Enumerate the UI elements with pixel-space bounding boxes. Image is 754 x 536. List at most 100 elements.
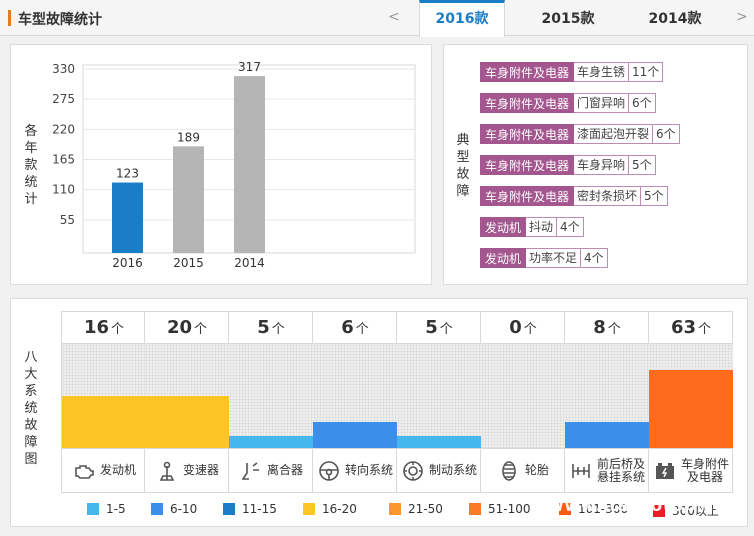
fault-name-tag: 密封条损坏 [574,186,642,206]
system-level-fill [229,436,313,448]
title-accent-bar [8,10,11,26]
legend-item: 6-10 [151,502,197,516]
legend-item: 1-5 [87,502,126,516]
legend-swatch [87,503,99,515]
legend-swatch [469,503,481,515]
system-column[interactable]: 16 个发动机 [61,311,146,493]
legend-label: 300以上 [672,504,719,518]
system-count-unit: 个 [698,322,712,337]
systems-grid: 16 个发动机 20 个变速器 5 个离合器 6 个转向系统 5 个制动系统 0 个轮胎 8 个前后桥及悬… [61,311,741,493]
tab-2015[interactable]: 2015款 [541,11,595,27]
system-level-fill [62,396,146,448]
system-count-unit: 个 [355,322,369,337]
legend-item: 21-50 [389,502,443,516]
next-arrow-icon[interactable]: > [736,9,748,25]
eight-systems-panel: 八大系统故障图 16 个发动机 20 个变速器 5 个离合器 6 个转向系统 5 个制动系统 0 个轮… [10,298,748,527]
system-column[interactable]: 5 个制动系统 [397,311,481,493]
fault-system-tag: 车身附件及电器 [480,93,575,113]
system-name: 离合器 [266,463,303,477]
brake-disc-icon [401,460,425,482]
y-tick-label: 220 [52,122,75,136]
system-column[interactable]: 0 个轮胎 [481,311,565,493]
system-column[interactable]: 6 个转向系统 [313,311,397,493]
legend-swatch [559,503,571,515]
watermark: www.itautotop.com [548,496,745,516]
clutch-icon [239,460,263,482]
system-count-value: 0 [509,317,522,338]
legend-item: 11-15 [223,502,277,516]
system-count: 16 个 [62,311,146,344]
fault-system-tag: 车身附件及电器 [480,155,575,175]
tire-icon [497,460,521,482]
system-count-value: 63 [670,317,697,338]
legend-swatch [151,503,163,515]
system-count: 63 个 [649,311,733,344]
bar-2015 [173,146,204,253]
prev-arrow-icon[interactable]: < [388,9,400,25]
y-tick-label: 165 [52,153,75,167]
system-name: 前后桥及 悬挂系统 [596,456,645,484]
legend-swatch [389,503,401,515]
system-label: 前后桥及 悬挂系统 [565,448,649,493]
system-count-value: 20 [166,317,193,338]
x-tick-label: 2016 [112,256,143,270]
x-tick-label: 2015 [173,256,204,270]
fault-system-tag: 车身附件及电器 [480,124,575,144]
system-count-value: 5 [257,317,270,338]
system-level-fill [565,422,649,448]
legend-swatch [303,503,315,515]
header: 车型故障统计 < 2016款 2015款 2014款 > [0,0,754,37]
system-label: 车身附件 及电器 [649,448,733,493]
legend-label: 1-5 [106,502,126,516]
tab-2014[interactable]: 2014款 [648,11,702,27]
system-label: 轮胎 [481,448,565,493]
fault-name-tag: 车身生锈 [574,62,630,82]
system-column[interactable]: 20 个变速器 [145,311,229,493]
engine-icon [72,460,96,482]
bar-value-label: 317 [238,60,261,74]
fault-count-tag: 11个 [629,62,664,82]
fault-tag-row[interactable]: 发动机 功率不足 4个 [480,248,608,268]
fault-count-tag: 5个 [629,155,656,175]
axle-icon [569,460,593,482]
system-column[interactable]: 8 个前后桥及 悬挂系统 [565,311,649,493]
system-count-unit: 个 [111,322,125,337]
steering-wheel-icon [317,460,341,482]
tab-2016[interactable]: 2016款 [419,0,505,37]
fault-tag-row[interactable]: 发动机 抖动 4个 [480,217,584,237]
system-name: 轮胎 [524,463,549,477]
system-level-area [145,344,229,448]
bar-value-label: 123 [116,167,139,181]
legend-item: 300以上 [653,502,719,519]
legend-swatch [223,503,235,515]
legend-label: 16-20 [322,502,357,516]
fault-system-tag: 车身附件及电器 [480,62,575,82]
yearly-stats-panel: 各年款统计 55 110 165 220 275 330 123 2016 189 2015 317… [10,44,432,285]
system-count-value: 6 [341,317,354,338]
system-level-fill [649,370,733,448]
system-name: 变速器 [182,463,219,477]
fault-tag-row[interactable]: 车身附件及电器 车身生锈 11个 [480,62,664,82]
fault-count-tag: 4个 [557,217,584,237]
system-column[interactable]: 63 个车身附件 及电器 [649,311,733,493]
fault-tag-row[interactable]: 车身附件及电器 漆面起泡开裂 6个 [480,124,680,144]
system-label: 离合器 [229,448,313,493]
legend-label: 21-50 [408,502,443,516]
fault-system-tag: 发动机 [480,248,527,268]
fault-tag-row[interactable]: 车身附件及电器 密封条损坏 5个 [480,186,668,206]
fault-count-tag: 6个 [629,93,656,113]
battery-icon [653,460,677,482]
system-label: 变速器 [145,448,229,493]
legend-item: 16-20 [303,502,357,516]
fault-tag-row[interactable]: 车身附件及电器 车身异响 5个 [480,155,656,175]
system-count-unit: 个 [523,322,537,337]
fault-name-tag: 漆面起泡开裂 [574,124,654,144]
system-count-unit: 个 [607,322,621,337]
fault-tag-row[interactable]: 车身附件及电器 门窗异响 6个 [480,93,656,113]
system-level-fill [313,422,397,448]
system-level-area [481,344,565,448]
system-column[interactable]: 5 个离合器 [229,311,313,493]
